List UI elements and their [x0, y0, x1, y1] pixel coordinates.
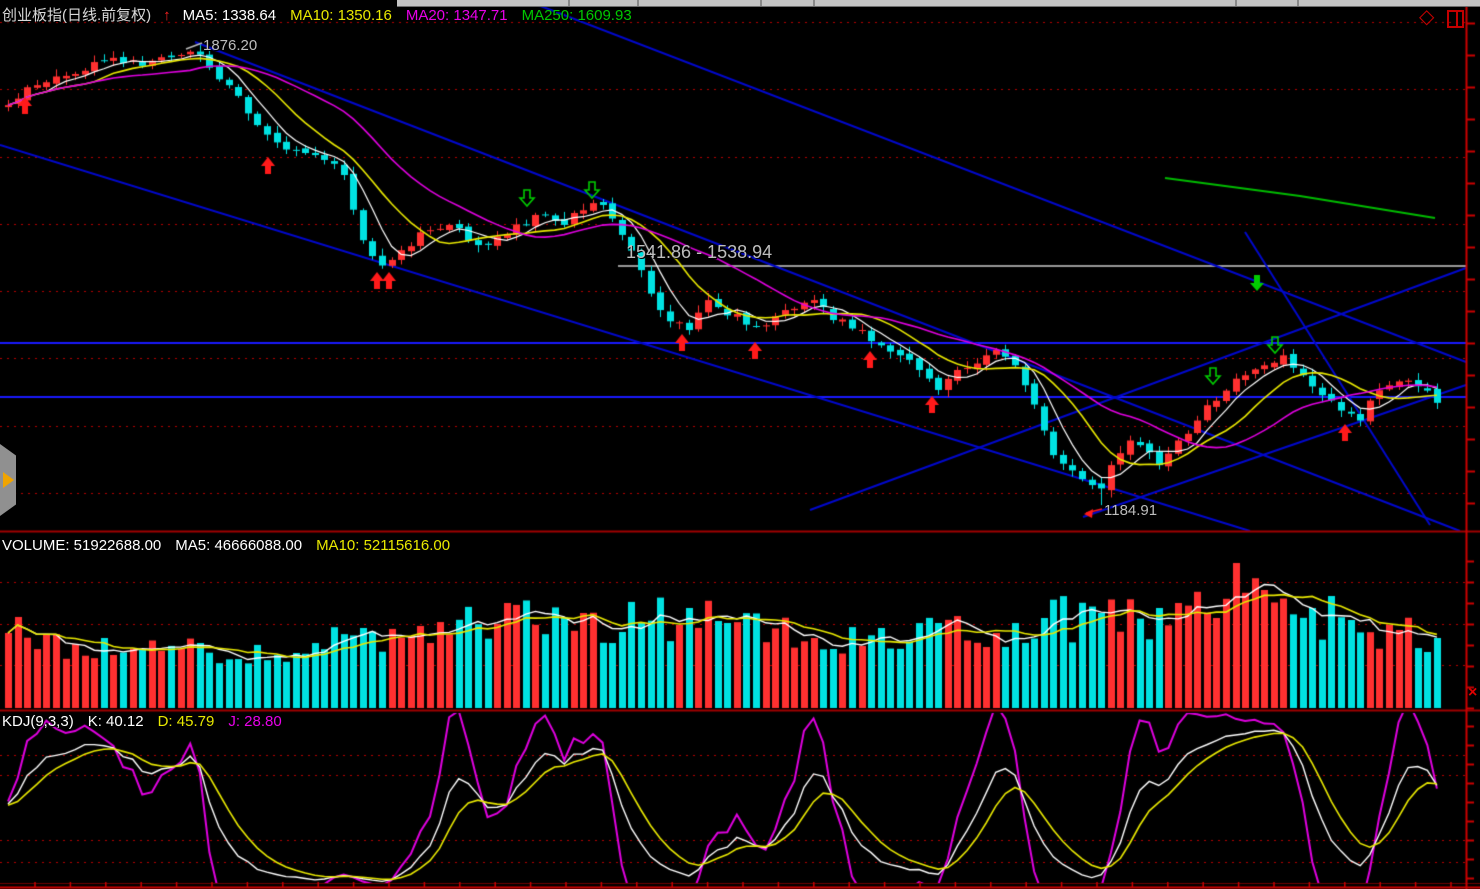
low-price-label: 1184.91 — [1104, 502, 1158, 519]
kline-header: 创业板指(日线.前复权) ↑ MA5: 1338.64 MA10: 1350.1… — [2, 7, 632, 25]
volume-ma5-value: MA5: 46666088.00 — [175, 537, 303, 554]
split-window-icon[interactable] — [1447, 10, 1464, 28]
up-arrow-icon: ↑ — [163, 7, 171, 24]
kdj-params: KDJ(9,3,3) — [2, 713, 74, 730]
volume-panel-close-button[interactable]: × — [1468, 684, 1478, 701]
expand-sidebar-handle[interactable] — [0, 444, 16, 516]
diamond-icon[interactable]: ◇ — [1419, 6, 1435, 28]
expand-arrow-icon — [3, 472, 14, 488]
toolbar-separator — [1297, 0, 1299, 6]
toolbar-bottom-edge — [397, 0, 1480, 7]
instrument-title: 创业板指(日线.前复权) — [2, 7, 152, 24]
volume-header: VOLUME: 51922688.00 MA5: 46666088.00 MA1… — [2, 537, 450, 555]
volume-value: VOLUME: 51922688.00 — [2, 537, 162, 554]
gap-price-label: 1541.86 - 1538.94 — [626, 242, 773, 262]
kdj-header: KDJ(9,3,3) K: 40.12 D: 45.79 J: 28.80 — [2, 713, 282, 731]
toolbar-separator — [568, 0, 570, 6]
toolbar-separator — [760, 0, 762, 6]
ma20-value: MA20: 1347.71 — [405, 7, 508, 24]
ma5-value: MA5: 1338.64 — [182, 7, 277, 24]
kdj-k-value: K: 40.12 — [87, 713, 144, 730]
ma10-value: MA10: 1350.16 — [290, 7, 392, 24]
ma250-value: MA250: 1609.93 — [521, 7, 632, 24]
volume-ma10-value: MA10: 52115616.00 — [316, 537, 451, 554]
kdj-d-value: D: 45.79 — [157, 713, 215, 730]
peak-price-label: 1876.20 — [203, 37, 258, 54]
toolbar-separator — [813, 0, 815, 6]
kdj-j-value: J: 28.80 — [228, 713, 282, 730]
toolbar-separator — [637, 0, 639, 6]
toolbar-separator — [1235, 0, 1237, 6]
